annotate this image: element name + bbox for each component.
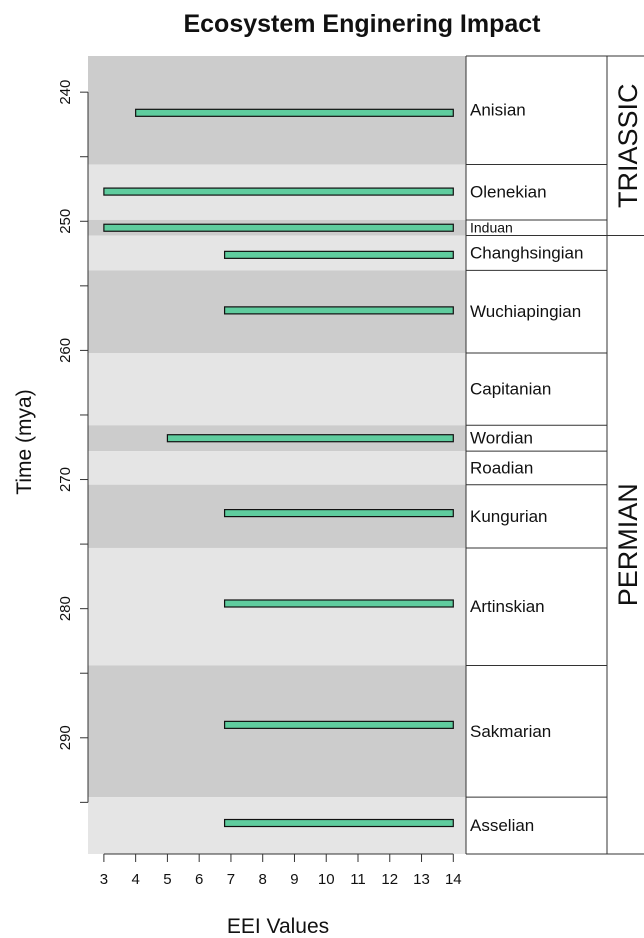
x-tick-label: 10 bbox=[318, 871, 335, 888]
y-tick-label: 250 bbox=[57, 209, 74, 234]
stage-label-kungurian: Kungurian bbox=[470, 507, 548, 526]
x-axis-label: EEI Values bbox=[227, 915, 329, 938]
x-tick-label: 3 bbox=[100, 871, 108, 888]
x-tick-label: 7 bbox=[227, 871, 235, 888]
x-tick-label: 4 bbox=[131, 871, 139, 888]
stage-label-olenekian: Olenekian bbox=[470, 183, 547, 202]
bar-induan bbox=[103, 223, 454, 232]
x-axis: 3 4 5 6 7 8 9 10 11 12 13 14 bbox=[100, 853, 462, 888]
bar-kungurian bbox=[223, 509, 454, 518]
y-tick-label: 240 bbox=[57, 80, 74, 105]
bar-wordian bbox=[166, 434, 454, 443]
x-tick-label: 12 bbox=[381, 871, 398, 888]
stage-bands bbox=[88, 56, 466, 854]
x-tick-label: 5 bbox=[163, 871, 171, 888]
x-tick-label: 8 bbox=[259, 871, 267, 888]
stage-label-changhsingian: Changhsingian bbox=[470, 243, 583, 262]
bar-asselian bbox=[223, 818, 454, 828]
stage-label-sakmarian: Sakmarian bbox=[470, 722, 551, 741]
band-roadian bbox=[88, 451, 466, 485]
x-tick-label: 6 bbox=[195, 871, 203, 888]
band-sakmarian bbox=[88, 665, 466, 798]
stage-label-induan: Induan bbox=[470, 220, 513, 236]
chart-title: Ecosystem Enginering Impact bbox=[183, 10, 541, 38]
y-tick-label: 270 bbox=[57, 467, 74, 492]
bar-olenekian bbox=[103, 187, 454, 196]
eei-bars bbox=[103, 108, 454, 828]
bar-artinskian bbox=[223, 599, 454, 608]
bar-sakmarian bbox=[223, 720, 454, 729]
period-label-permian: PERMIAN bbox=[613, 483, 643, 606]
bar-changhsingian bbox=[223, 250, 454, 259]
x-tick-label: 14 bbox=[445, 871, 462, 888]
band-capitanian bbox=[88, 352, 466, 426]
x-tick-label: 13 bbox=[413, 871, 430, 888]
stage-label-wordian: Wordian bbox=[470, 429, 533, 448]
y-tick-label: 260 bbox=[57, 338, 74, 363]
stage-label-anisian: Anisian bbox=[470, 101, 526, 120]
y-axis: 240 250 260 270 280 290 bbox=[57, 80, 89, 803]
bar-anisian bbox=[135, 108, 454, 117]
stage-label-artinskian: Artinskian bbox=[470, 597, 545, 616]
y-axis-label: Time (mya) bbox=[13, 389, 36, 494]
stage-label-roadian: Roadian bbox=[470, 458, 533, 477]
stage-label-asselian: Asselian bbox=[470, 816, 534, 835]
period-column: TRIASSIC PERMIAN bbox=[607, 55, 644, 855]
y-tick-label: 280 bbox=[57, 596, 74, 621]
bar-wuchiapingian bbox=[223, 306, 454, 315]
stage-label-wuchiapingian: Wuchiapingian bbox=[470, 302, 581, 321]
x-tick-label: 9 bbox=[290, 871, 298, 888]
x-tick-label: 11 bbox=[350, 871, 366, 888]
y-tick-label: 290 bbox=[57, 725, 74, 750]
period-label-triassic: TRIASSIC bbox=[613, 83, 643, 208]
stage-column: Anisian Olenekian Induan Changhsingian Wuchi… bbox=[465, 55, 608, 855]
stage-label-capitanian: Capitanian bbox=[470, 380, 551, 399]
